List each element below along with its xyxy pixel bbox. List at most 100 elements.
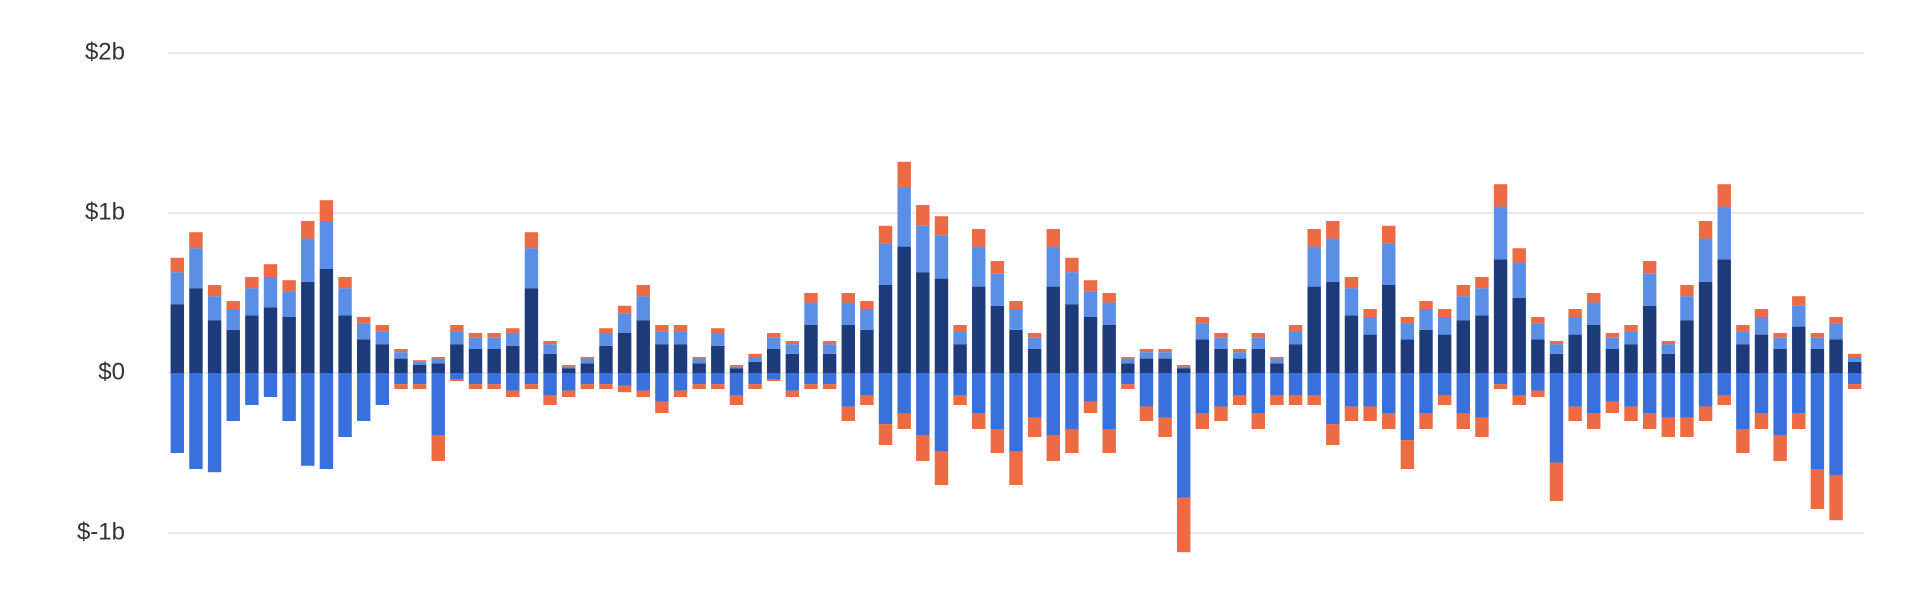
bar-segment [1400, 317, 1415, 324]
bar-segment [1680, 296, 1694, 321]
bar-segment [394, 384, 408, 389]
bar-segment [1792, 305, 1806, 327]
bar-segment [1847, 361, 1862, 373]
bar-segment [711, 333, 725, 346]
bar-segment [934, 373, 949, 452]
bar-segment [338, 277, 352, 289]
bar-segment [1195, 373, 1210, 413]
bar-segment [1754, 317, 1769, 335]
bar-segment [1307, 229, 1321, 247]
bar-segment [599, 345, 613, 373]
bar-segment [1624, 325, 1638, 332]
bar-segment [1344, 277, 1359, 289]
bar-segment [748, 373, 762, 385]
bar-segment [1083, 291, 1098, 317]
bar-segment [1810, 373, 1825, 469]
bar-segment [375, 373, 390, 405]
bar-segment [1698, 221, 1713, 239]
bar-segment [636, 285, 650, 297]
bar-segment [1363, 309, 1377, 317]
bar-segment [1549, 462, 1564, 501]
bar-segment [1568, 334, 1582, 373]
bar-segment [506, 333, 520, 346]
bar-segment [1158, 349, 1172, 353]
bar-segment [431, 358, 445, 364]
bar-segment [729, 368, 744, 373]
bar-segment [1698, 281, 1713, 373]
bar-segment [263, 264, 278, 277]
bar-segment [524, 232, 539, 249]
bar-segment [1139, 358, 1154, 373]
bar-segment [1475, 315, 1489, 373]
bar-segment [580, 373, 595, 385]
bar-segment [375, 344, 390, 373]
bar-segment [1158, 358, 1172, 373]
bar-segment [916, 272, 930, 373]
bar-segment [1251, 349, 1265, 373]
bar-segment [934, 216, 949, 236]
bar-segment [990, 373, 1005, 429]
bar-segment [282, 317, 296, 373]
bar-segment [245, 373, 259, 405]
bar-segment [506, 373, 520, 391]
bar-segment [1680, 320, 1694, 373]
bar-segment [1046, 246, 1060, 287]
bar-segment [1642, 305, 1657, 373]
bar-segment [1121, 373, 1135, 385]
bar-segment [1680, 373, 1694, 418]
bar-segment [524, 288, 539, 373]
bar-segment [301, 373, 315, 466]
bar-segment [1065, 257, 1079, 273]
bar-segment [506, 345, 520, 373]
bar-segment [1792, 413, 1806, 429]
bar-segment [1419, 329, 1433, 373]
bar-segment [1009, 373, 1023, 452]
bar-segment [170, 257, 185, 273]
bar-segment [1270, 395, 1284, 405]
bar-segment [282, 291, 296, 317]
bar-segment [1493, 206, 1508, 260]
bar-segment [1251, 337, 1265, 349]
bar-segment [1847, 384, 1862, 389]
bar-segment [1810, 337, 1825, 349]
bar-segment [1065, 304, 1079, 373]
bar-segment [1642, 373, 1657, 413]
bar-segment [1847, 373, 1862, 385]
y-tick-label: $1b [85, 198, 125, 225]
bar-segment [1437, 373, 1452, 396]
bar-segment [1587, 373, 1601, 413]
bar-segment [412, 384, 427, 389]
bar-segment [1046, 373, 1060, 436]
bar-segment [1363, 373, 1377, 407]
bar-segment [599, 384, 613, 389]
bar-segment [207, 285, 222, 297]
bar-segment [1288, 331, 1303, 345]
bar-segment [1083, 280, 1098, 292]
bar-segment [655, 344, 669, 373]
bar-segment [1661, 373, 1676, 418]
bar-segment [1065, 272, 1079, 305]
bar-segment [1829, 373, 1843, 476]
bar-segment [1642, 273, 1657, 306]
bar-segment [785, 353, 800, 373]
bar-segment [785, 390, 800, 397]
bar-segment [692, 358, 706, 364]
bar-segment [1736, 429, 1750, 453]
bar-segment [1847, 353, 1862, 357]
bar-segment [1232, 373, 1247, 396]
bar-segment [1456, 296, 1471, 321]
bar-segment [1493, 384, 1508, 389]
bar-segment [226, 373, 240, 421]
bar-segment [1549, 341, 1564, 345]
bar-segment [1382, 243, 1396, 285]
bar-segment [767, 373, 781, 380]
bar-segment [1773, 337, 1787, 349]
bar-segment [1605, 337, 1620, 349]
bar-segment [561, 365, 576, 367]
bar-segment [972, 373, 986, 413]
bar-segment [1363, 334, 1377, 373]
bar-segment [1736, 331, 1750, 345]
bar-segment [1829, 339, 1843, 373]
bar-segment [1083, 317, 1098, 373]
bar-segment [356, 339, 371, 373]
